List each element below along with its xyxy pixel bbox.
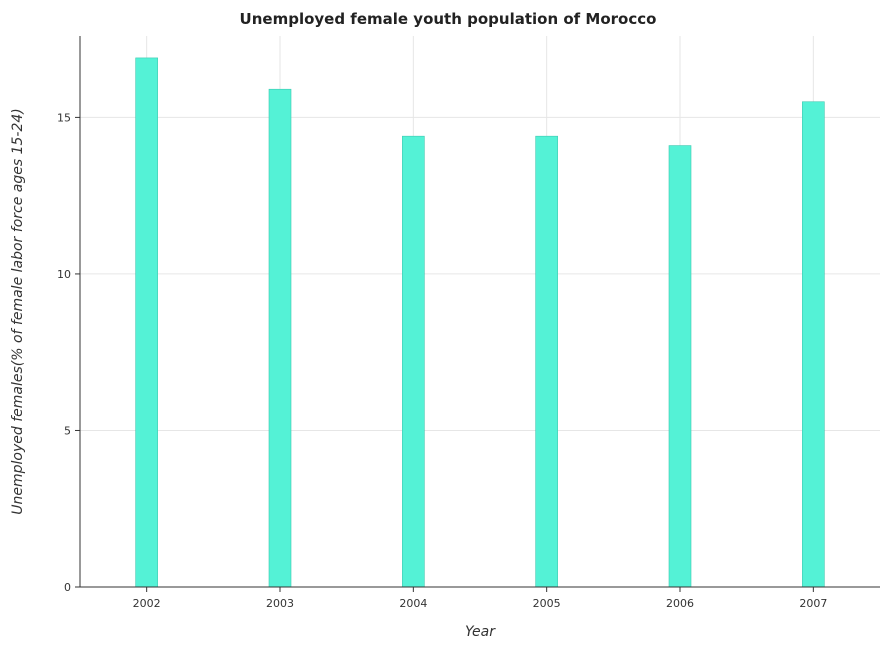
bar-2002 [135, 57, 158, 588]
x-tick-label: 2006 [666, 597, 694, 610]
axes [75, 36, 880, 592]
bars [135, 57, 825, 588]
y-tick-label: 5 [64, 424, 71, 437]
bar-2003 [268, 88, 292, 588]
bar-2007 [802, 101, 825, 588]
x-tick-labels: 2002 2003 2004 2005 2006 2007 [133, 597, 828, 610]
bar-2005 [535, 135, 558, 588]
bar-2006 [668, 145, 692, 588]
y-axis-label: Unemployed females(% of female labor for… [10, 108, 26, 514]
y-tick-label: 15 [57, 111, 71, 124]
y-tick-label: 0 [64, 581, 71, 594]
bar-2004 [402, 135, 425, 588]
x-tick-label: 2004 [399, 597, 427, 610]
x-tick-label: 2003 [266, 597, 294, 610]
x-tick-label: 2002 [133, 597, 161, 610]
grid-lines [80, 36, 880, 588]
x-tick-label: 2007 [799, 597, 827, 610]
y-tick-label: 10 [57, 268, 71, 281]
x-axis-label: Year [465, 624, 496, 640]
chart-title: Unemployed female youth population of Mo… [239, 10, 657, 28]
y-tick-labels: 0 5 10 15 [57, 111, 71, 594]
x-tick-label: 2005 [533, 597, 561, 610]
